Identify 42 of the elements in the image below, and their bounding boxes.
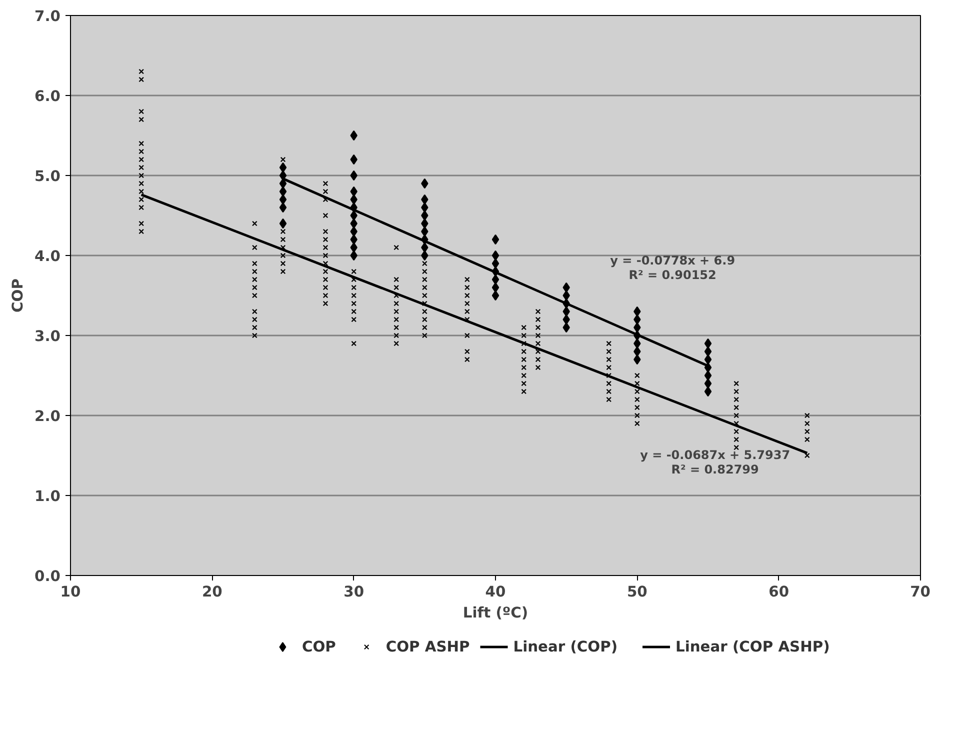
point — [492, 234, 500, 245]
x-tick-label: 40 — [485, 584, 506, 600]
point — [704, 378, 712, 389]
point — [492, 258, 500, 269]
x-tick-label: 50 — [626, 584, 648, 600]
legend-label: Linear (COP) — [513, 638, 618, 656]
point — [492, 250, 500, 261]
y-tick-label: 7.0 — [34, 8, 61, 25]
point — [279, 194, 287, 205]
point — [704, 338, 712, 349]
y-tick-label: 6.0 — [34, 88, 61, 105]
x-tick-label: 70 — [910, 584, 931, 600]
x-tick-label: 60 — [768, 584, 790, 600]
point — [704, 386, 712, 397]
point — [492, 274, 500, 285]
annotation: R² = 0.82799 — [671, 462, 759, 476]
y-axis-title: COP — [10, 278, 27, 312]
y-tick-label: 0.0 — [34, 568, 61, 585]
y-tick-label: 1.0 — [34, 488, 61, 505]
point — [492, 290, 500, 301]
x-tick-label: 10 — [60, 584, 81, 600]
y-tick-label: 3.0 — [34, 328, 61, 345]
point — [279, 218, 287, 229]
x-tick-label: 30 — [344, 584, 364, 600]
y-tick-label: 4.0 — [34, 248, 61, 265]
point — [279, 202, 287, 213]
point — [279, 186, 287, 197]
point — [492, 282, 500, 293]
y-tick-label: 2.0 — [34, 408, 61, 425]
point — [279, 162, 287, 173]
legend-label: COP — [302, 638, 336, 656]
annotation: R² = 0.90152 — [628, 268, 716, 282]
legend-label: Linear (COP ASHP) — [676, 638, 830, 656]
point — [704, 370, 712, 381]
legend-label: COP ASHP — [386, 638, 470, 656]
annotation: y = -0.0687x + 5.7937 — [640, 448, 790, 462]
y-tick-label: 5.0 — [34, 168, 61, 185]
point — [704, 354, 712, 365]
x-axis-title: Lift (ºC) — [462, 604, 528, 622]
point — [704, 346, 712, 357]
x-tick-label: 20 — [202, 584, 222, 600]
annotation: y = -0.0778x + 6.9 — [610, 254, 736, 268]
